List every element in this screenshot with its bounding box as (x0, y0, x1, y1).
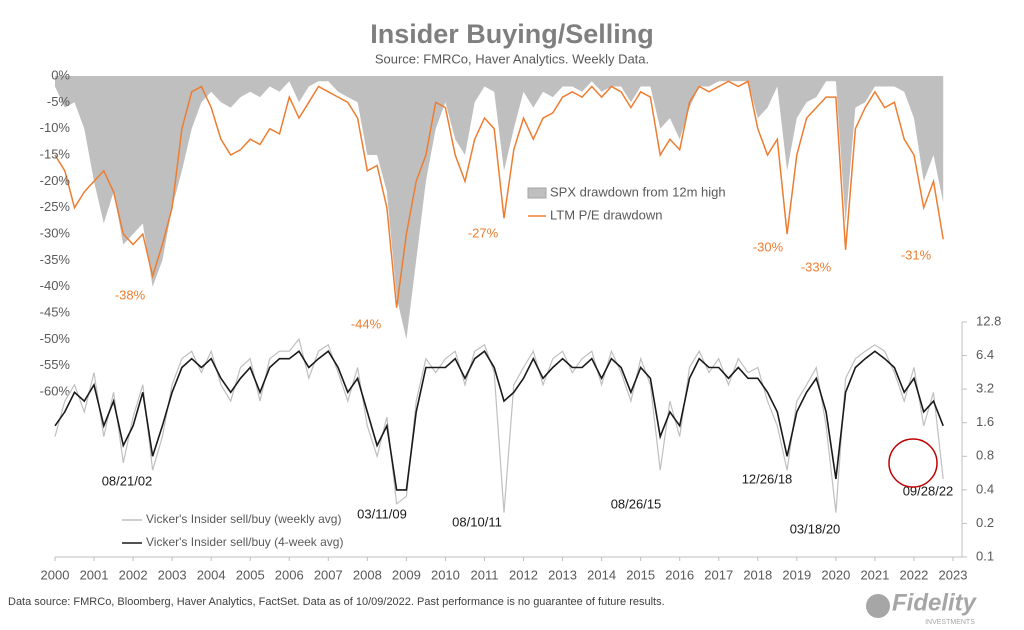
annotation: -31% (901, 247, 932, 262)
annotation: -38% (115, 287, 146, 302)
x-tick-label: 2001 (80, 567, 109, 582)
x-tick-label: 2017 (704, 567, 733, 582)
annotation: -27% (468, 225, 499, 240)
y2-tick-label: 0.2 (976, 515, 994, 530)
y2-tick-label: 3.2 (976, 381, 994, 396)
x-tick-label: 2012 (509, 567, 538, 582)
line (54, 350, 944, 491)
y-tick-label: -20% (40, 173, 71, 188)
y2-tick-label: 0.1 (976, 548, 994, 563)
line (54, 337, 944, 513)
x-tick-label: 2022 (899, 567, 928, 582)
x-tick-label: 2008 (353, 567, 382, 582)
y-tick-label: -60% (40, 383, 71, 398)
x-tick-label: 2003 (158, 567, 187, 582)
x-tick-label: 2019 (782, 567, 811, 582)
legend-label: SPX drawdown from 12m high (550, 184, 726, 199)
x-tick-label: 2013 (548, 567, 577, 582)
annotation: -33% (801, 259, 832, 274)
annotation: 08/26/15 (611, 496, 662, 511)
x-tick-label: 2006 (275, 567, 304, 582)
x-tick-label: 2020 (821, 567, 850, 582)
highlight-circle (888, 438, 938, 488)
annotation: 09/28/22 (903, 483, 954, 498)
legend-swatch (527, 187, 547, 199)
legend-label: Vicker's Insider sell/buy (4-week avg) (146, 535, 343, 549)
y-tick-label: -50% (40, 331, 71, 346)
y2-tick-label: 0.4 (976, 481, 994, 496)
x-tick-label: 2002 (119, 567, 148, 582)
x-tick-label: 2015 (626, 567, 655, 582)
y-tick-label: -5% (47, 94, 71, 109)
y-tick-label: -15% (40, 146, 71, 161)
annotation: 08/21/02 (102, 473, 153, 488)
y2-tick-label: 1.6 (976, 414, 994, 429)
annotation: 08/10/11 (452, 514, 502, 529)
y2-tick-label: 0.8 (976, 448, 994, 463)
legend-label: LTM P/E drawdown (550, 207, 662, 222)
logo-tagline: INVESTMENTS (925, 619, 975, 626)
y2-tick-label: 6.4 (976, 347, 994, 362)
annotation: 12/26/18 (742, 471, 793, 486)
x-tick-label: 2011 (470, 567, 498, 582)
y2-tick-label: 12.8 (976, 313, 1001, 328)
x-tick-label: 2023 (939, 567, 968, 582)
x-tick-label: 2014 (587, 567, 616, 582)
y-tick-label: -25% (40, 199, 71, 214)
annotation: 03/18/20 (790, 521, 841, 536)
annotation: 03/11/09 (357, 506, 407, 521)
x-tick-label: 2009 (392, 567, 421, 582)
logo: Fidelity INVESTMENTS (866, 589, 978, 626)
x-tick-label: 2018 (743, 567, 772, 582)
x-tick-label: 2021 (860, 567, 889, 582)
x-tick-label: 2007 (314, 567, 343, 582)
y-tick-label: -45% (40, 304, 71, 319)
chart-title: Insider Buying/Selling (370, 19, 654, 49)
x-tick-label: 2000 (41, 567, 70, 582)
logo-icon (866, 594, 890, 618)
legend-label: Vicker's Insider sell/buy (weekly avg) (146, 512, 341, 526)
x-tick-label: 2016 (665, 567, 694, 582)
annotation: -44% (351, 316, 382, 331)
chart-subtitle: Source: FMRCo, Haver Analytics. Weekly D… (375, 51, 649, 66)
x-tick-label: 2010 (431, 567, 460, 582)
y-tick-label: 0% (51, 67, 70, 82)
logo-name: Fidelity (892, 589, 978, 616)
annotation: -30% (753, 239, 784, 254)
line (54, 80, 944, 308)
area (55, 76, 944, 340)
x-tick-label: 2005 (236, 567, 265, 582)
y-tick-label: -55% (40, 357, 71, 372)
y-tick-label: -40% (40, 278, 71, 293)
y-tick-label: -10% (40, 120, 71, 135)
x-tick-label: 2004 (197, 567, 226, 582)
y-tick-label: -35% (40, 252, 71, 267)
y-tick-label: -30% (40, 225, 71, 240)
footnote: Data source: FMRCo, Bloomberg, Haver Ana… (8, 596, 665, 608)
